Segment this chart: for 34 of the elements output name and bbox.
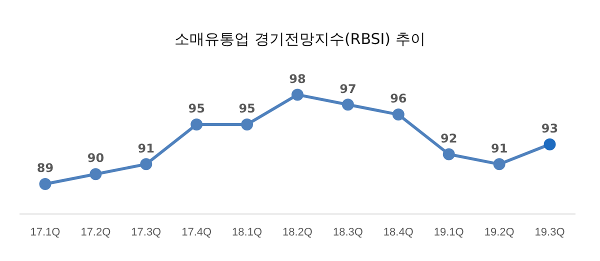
point [544,138,556,150]
data-label: 96 [390,92,407,106]
point [493,158,506,170]
x-tick-label: 17.2Q [80,226,112,238]
point [342,98,354,111]
point [292,88,304,101]
chart-title: 소매유통업 경기전망지수(RBSI) 추이 [174,30,426,49]
data-label: 90 [87,151,104,166]
data-label: 92 [440,131,458,146]
x-tick-label: 17.1Q [30,226,61,238]
data-label: 91 [138,141,154,156]
data-label: 98 [289,72,306,86]
point [39,178,52,190]
x-tick-label: 18.4Q [383,226,414,238]
x-tick-label: 17.3Q [131,226,162,238]
data-label: 89 [36,161,54,176]
point [442,148,455,160]
x-tick-label: 18.1Q [232,226,262,238]
point [392,108,404,121]
x-tick-label: 19.1Q [434,226,464,238]
point [140,158,152,170]
x-tick-label: 17.4Q [182,226,212,238]
point [90,168,102,180]
data-label: 93 [541,121,558,136]
x-tick-label: 19.2Q [484,226,515,238]
data-label: 95 [188,102,205,116]
x-tick-label: 18.2Q [282,226,313,238]
data-label: 91 [490,141,508,156]
x-tick-label: 19.3Q [534,226,566,238]
data-label: 95 [238,102,256,116]
point [241,118,254,130]
data-label: 97 [340,82,356,96]
point [190,118,203,130]
x-tick-label: 18.3Q [332,226,364,238]
